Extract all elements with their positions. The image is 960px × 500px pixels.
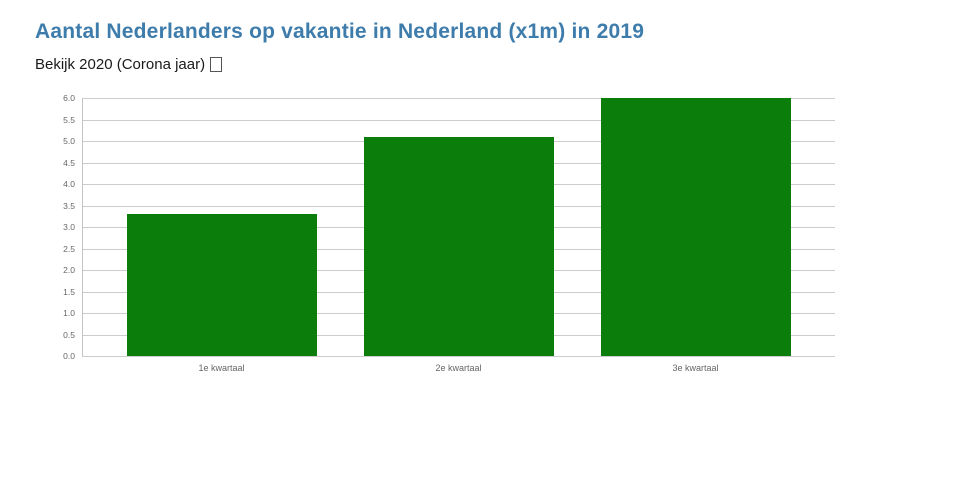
view-2020-link[interactable]: Bekijk 2020 (Corona jaar) — [35, 56, 223, 73]
x-tick-label: 3e kwartaal — [672, 363, 719, 373]
y-tick-label: 0.0 — [63, 351, 75, 361]
x-tick-label: 1e kwartaal — [198, 363, 245, 373]
view-2020-link-label: Bekijk 2020 (Corona jaar) — [35, 56, 206, 73]
bar-1e-kwartaal — [126, 214, 317, 356]
gridline — [82, 98, 835, 99]
y-tick-label: 1.0 — [63, 308, 75, 318]
y-tick-label: 4.5 — [63, 157, 75, 168]
y-axis-line — [82, 98, 83, 356]
x-tick-label: 2e kwartaal — [435, 363, 482, 373]
y-tick-label: 3.0 — [63, 222, 75, 232]
gridline — [82, 356, 835, 357]
y-tick-label: 2.5 — [63, 243, 75, 254]
bar-2e-kwartaal — [363, 136, 554, 356]
y-tick-label: 4.0 — [63, 179, 75, 189]
y-tick-label: 5.0 — [63, 136, 75, 146]
y-tick-label: 6.0 — [63, 93, 75, 103]
y-tick-label: 2.0 — [63, 265, 75, 275]
bar-chart-plot-area: 0.0 0.5 1.0 1.5 2.0 2.5 3.0 3.5 4.0 4.5 5.0 5.5 6.0 1… — [63, 93, 835, 373]
y-tick-label: 3.5 — [63, 200, 75, 211]
missing-glyph-icon — [210, 57, 223, 72]
y-tick-label: 5.5 — [63, 114, 75, 125]
gridline — [82, 119, 835, 121]
bar-3e-kwartaal — [600, 98, 791, 356]
page-title: Aantal Nederlanders op vakantie in Neder… — [35, 20, 645, 43]
y-tick-label: 1.5 — [63, 286, 75, 297]
y-tick-label: 0.5 — [63, 329, 75, 340]
